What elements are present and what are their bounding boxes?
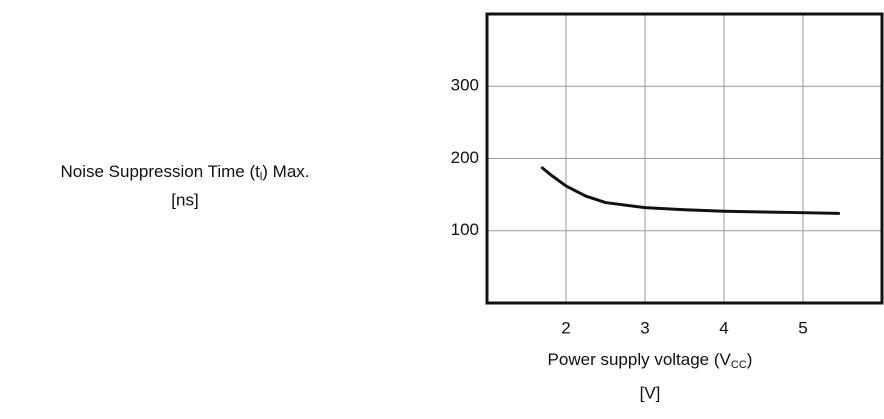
x-label-text: ) bbox=[747, 350, 753, 369]
y-tick-label: 200 bbox=[451, 148, 479, 167]
data-line bbox=[540, 166, 841, 215]
x-tick-label: 5 bbox=[798, 318, 807, 337]
x-tick-label: 4 bbox=[719, 318, 728, 337]
x-tick-label: 2 bbox=[561, 318, 570, 337]
y-tick-label: 100 bbox=[451, 220, 479, 239]
x-label-sub: CC bbox=[731, 359, 747, 371]
y-label-sub: l bbox=[260, 171, 262, 183]
y-axis-label: Noise Suppression Time (tl) Max. bbox=[60, 162, 309, 182]
y-label-text: ) Max. bbox=[262, 162, 309, 181]
x-label-text: Power supply voltage (V bbox=[548, 350, 732, 369]
plot-frame bbox=[485, 12, 884, 305]
x-tick-label: 3 bbox=[640, 318, 649, 337]
x-axis-unit: [V] bbox=[640, 383, 661, 402]
y-axis-unit: [ns] bbox=[171, 190, 198, 209]
y-label-text: Noise Suppression Time (t bbox=[60, 162, 260, 181]
x-axis-label: Power supply voltage (VCC) bbox=[548, 350, 753, 370]
y-tick-label: 300 bbox=[451, 76, 479, 95]
